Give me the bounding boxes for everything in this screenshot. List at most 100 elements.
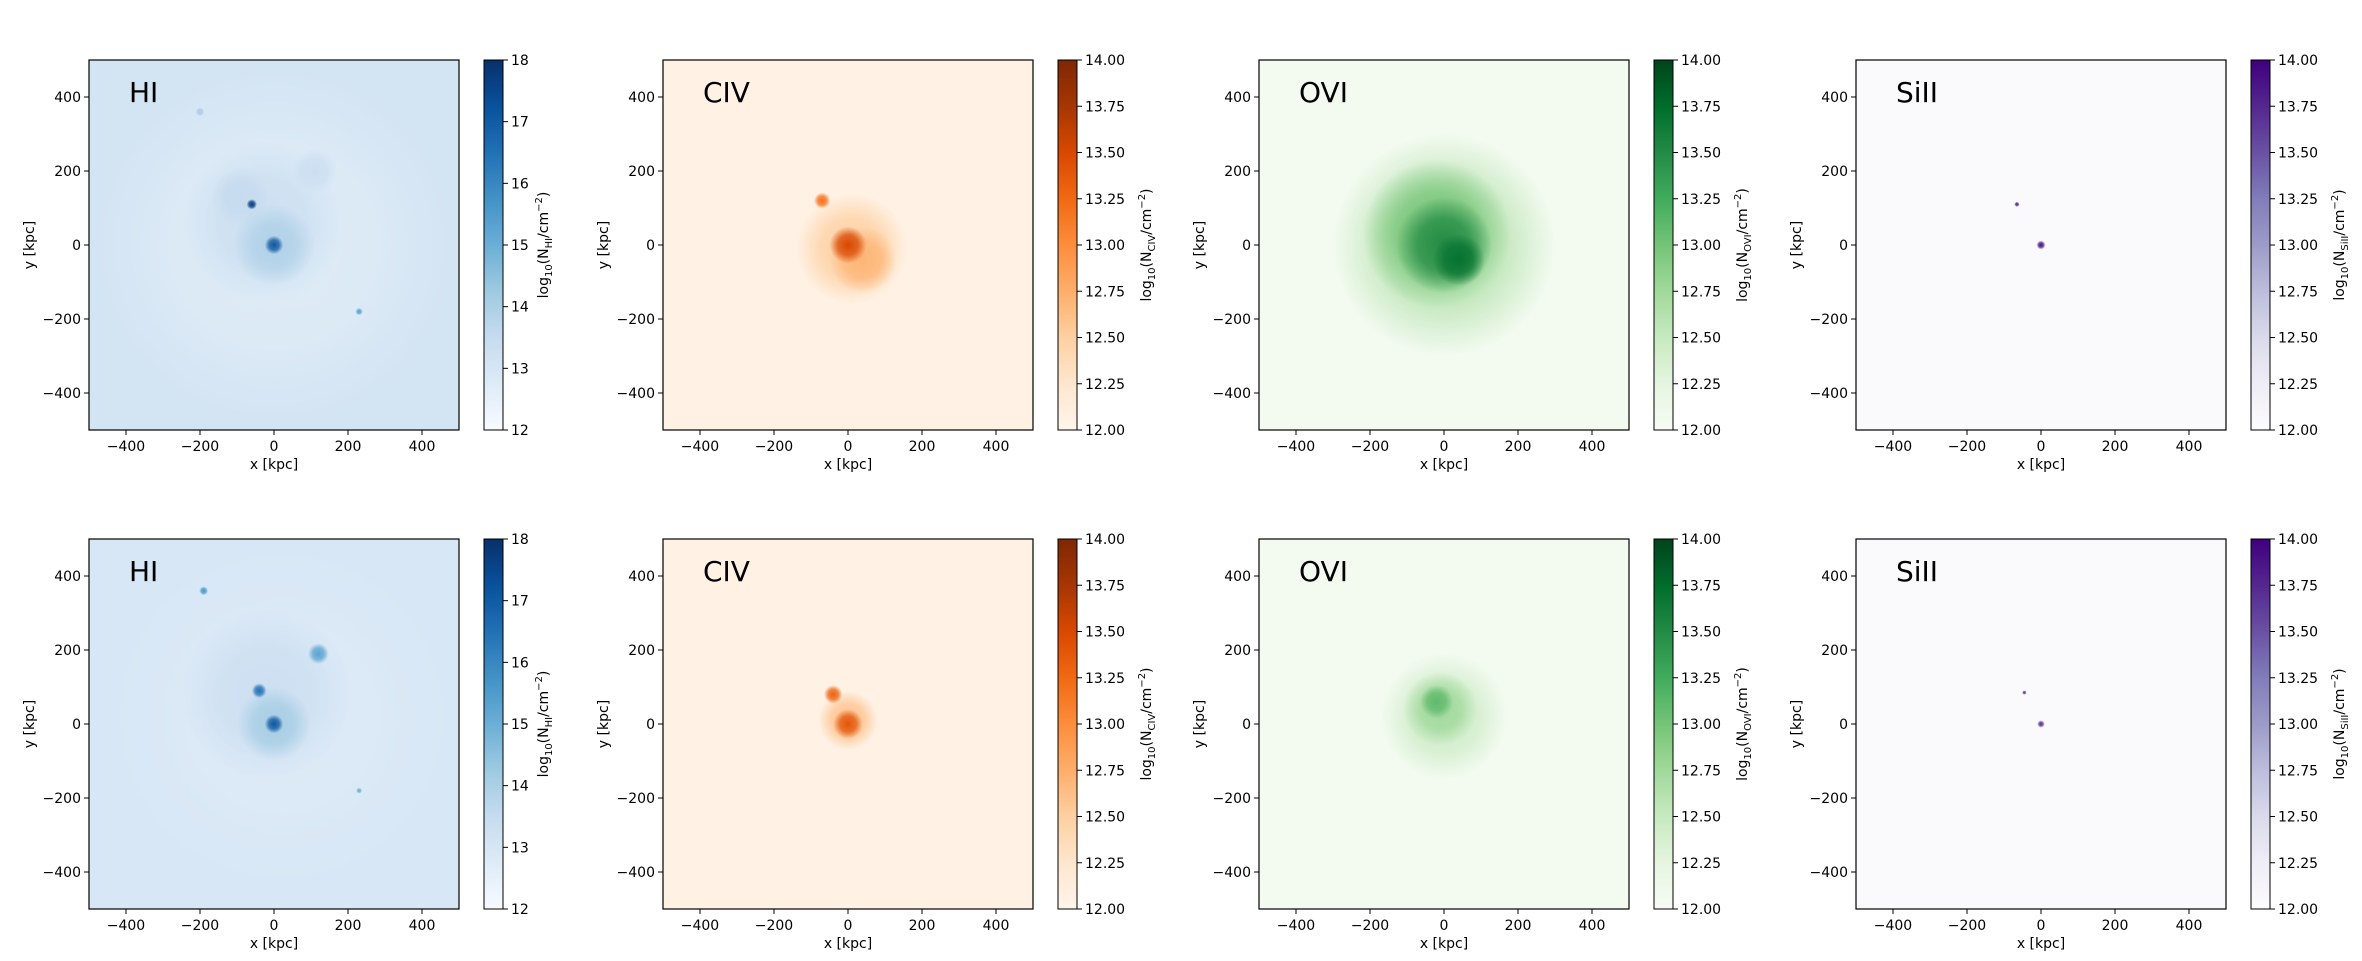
colorbar: 12.00 12.25 12.50 12.75 13.00 13.25 13.50 13.75…: [2250, 53, 2351, 439]
colorbar-tick-label: 13.00: [1085, 717, 1125, 733]
panel-1-4: SiII −400 −200 0 200 400 −400 −200 0 200 400 x [kpc…: [1789, 53, 2351, 473]
colorbar-tick-label: 12.50: [2278, 331, 2318, 347]
colorbar-tick-label: 12.00: [1681, 902, 1721, 918]
colorbar-tick-label: 13.75: [1085, 99, 1125, 115]
colorbar-tick-label: 13.75: [2278, 578, 2318, 594]
y-tick-label: 400: [1821, 90, 1848, 106]
colorbar-bar: [483, 59, 504, 431]
y-tick-label: 400: [628, 90, 655, 106]
x-axis-label: x [kpc]: [1420, 457, 1468, 473]
density-feature: [2014, 201, 2020, 207]
y-tick-label: 200: [1821, 643, 1848, 659]
y-axis-label: y [kpc]: [22, 221, 38, 269]
y-tick-label: 400: [1224, 90, 1251, 106]
colorbar-tick-label: 13.25: [1681, 192, 1721, 208]
colorbar: 12 13 14 15 16 17 18 log10(NHI/cm−2): [483, 53, 555, 439]
colorbar-bar: [2250, 59, 2271, 431]
y-tick-label: 200: [628, 643, 655, 659]
colorbar-tick-label: 13.00: [2278, 238, 2318, 254]
x-tick-label: −200: [181, 439, 219, 455]
density-feature: [308, 643, 329, 665]
colorbar-tick-label: 13.50: [2278, 146, 2318, 162]
colorbar-label: log10(NHI/cm−2): [534, 671, 555, 778]
x-tick-label: 0: [844, 918, 853, 934]
colorbar-tick-label: 12.00: [1085, 423, 1125, 439]
colorbar-tick-label: 12.00: [1085, 902, 1125, 918]
colorbar-tick-label: 12.75: [2278, 763, 2318, 779]
y-tick-label: −200: [617, 312, 655, 328]
density-feature: [833, 709, 863, 739]
colorbar-tick-label: 13.75: [1681, 578, 1721, 594]
colorbar-tick-label: 14.00: [1681, 532, 1721, 548]
map-features: [2022, 690, 2045, 728]
y-tick-label: 0: [646, 717, 655, 733]
x-tick-label: 0: [270, 918, 279, 934]
density-feature: [829, 226, 867, 264]
colorbar: 12.00 12.25 12.50 12.75 13.00 13.25 13.50 13.75…: [1057, 532, 1158, 918]
y-tick-label: 0: [1839, 238, 1848, 254]
y-tick-label: −200: [1213, 791, 1251, 807]
colorbar-tick-label: 13: [511, 361, 529, 377]
y-tick-label: 0: [72, 717, 81, 733]
colorbar: 12 13 14 15 16 17 18 log10(NHI/cm−2): [483, 532, 555, 918]
x-tick-label: 400: [2176, 439, 2203, 455]
y-tick-label: 200: [54, 164, 81, 180]
colorbar-tick-label: 12.00: [1681, 423, 1721, 439]
panel-1-1: HI −400 −200 0 200 400 −400 −200 0 200 400 x [kpc] y…: [22, 53, 555, 473]
x-tick-label: 200: [2102, 439, 2129, 455]
y-tick-label: 200: [628, 164, 655, 180]
density-feature: [264, 235, 284, 255]
x-tick-label: 200: [909, 918, 936, 934]
y-tick-label: −200: [617, 791, 655, 807]
colorbar-tick-label: 12.50: [1085, 331, 1125, 347]
x-tick-label: −200: [1351, 439, 1389, 455]
x-tick-label: −200: [755, 439, 793, 455]
colorbar-tick-label: 13.25: [2278, 671, 2318, 687]
density-feature: [823, 685, 843, 704]
colorbar-tick-label: 16: [511, 176, 529, 192]
x-tick-label: −200: [1351, 918, 1389, 934]
panel-2-3: OVI −400 −200 0 200 400 −400 −200 0 200 400 x [kpc]…: [1192, 532, 1754, 952]
ion-label: SiII: [1896, 76, 1938, 109]
panel-1-2: CIV −400 −200 0 200 400 −400 −200 0 200 400 x [kpc]…: [596, 53, 1158, 473]
y-axis-label: y [kpc]: [1192, 700, 1208, 748]
y-tick-label: 0: [646, 238, 655, 254]
colorbar-tick-label: 13.00: [2278, 717, 2318, 733]
y-tick-label: 400: [628, 569, 655, 585]
colorbar-label: log10(NOVI/cm−2): [1733, 667, 1754, 781]
colorbar-tick-label: 15: [511, 238, 529, 254]
x-tick-label: 0: [1440, 439, 1449, 455]
colorbar-tick-label: 12: [511, 423, 529, 439]
colorbar-label: log10(NCIV/cm−2): [1137, 667, 1158, 780]
x-tick-label: 0: [270, 439, 279, 455]
y-tick-label: 0: [1839, 717, 1848, 733]
density-feature: [813, 192, 831, 209]
ion-label: SiII: [1896, 555, 1938, 588]
colorbar-tick-label: 14.00: [1085, 53, 1125, 69]
x-tick-label: −200: [181, 918, 219, 934]
x-tick-label: −400: [1874, 439, 1912, 455]
colorbar-tick-label: 12.75: [1681, 284, 1721, 300]
y-tick-label: −400: [1810, 386, 1848, 402]
colorbar-tick-label: 18: [511, 532, 529, 548]
density-feature: [2022, 690, 2027, 695]
panel-2-1: HI −400 −200 0 200 400 −400 −200 0 200 400 x [kpc] y…: [22, 532, 555, 952]
colorbar-tick-label: 14: [511, 779, 529, 795]
colorbar-tick-label: 14.00: [1681, 53, 1721, 69]
colorbar-tick-label: 14.00: [2278, 53, 2318, 69]
y-tick-label: 400: [54, 90, 81, 106]
ion-label: HI: [129, 555, 158, 588]
colorbar-tick-label: 12.75: [1085, 763, 1125, 779]
colorbar-label: log10(NOVI/cm−2): [1733, 188, 1754, 302]
x-tick-label: 400: [1579, 918, 1606, 934]
y-tick-label: −200: [1810, 791, 1848, 807]
x-tick-label: −200: [1948, 918, 1986, 934]
x-tick-label: 200: [1505, 439, 1532, 455]
x-axis-label: x [kpc]: [1420, 936, 1468, 952]
density-feature: [1419, 685, 1454, 719]
ion-label: OVI: [1299, 76, 1348, 109]
y-tick-label: 0: [1242, 238, 1251, 254]
colorbar-tick-label: 13.25: [1681, 671, 1721, 687]
y-tick-label: −400: [1213, 865, 1251, 881]
